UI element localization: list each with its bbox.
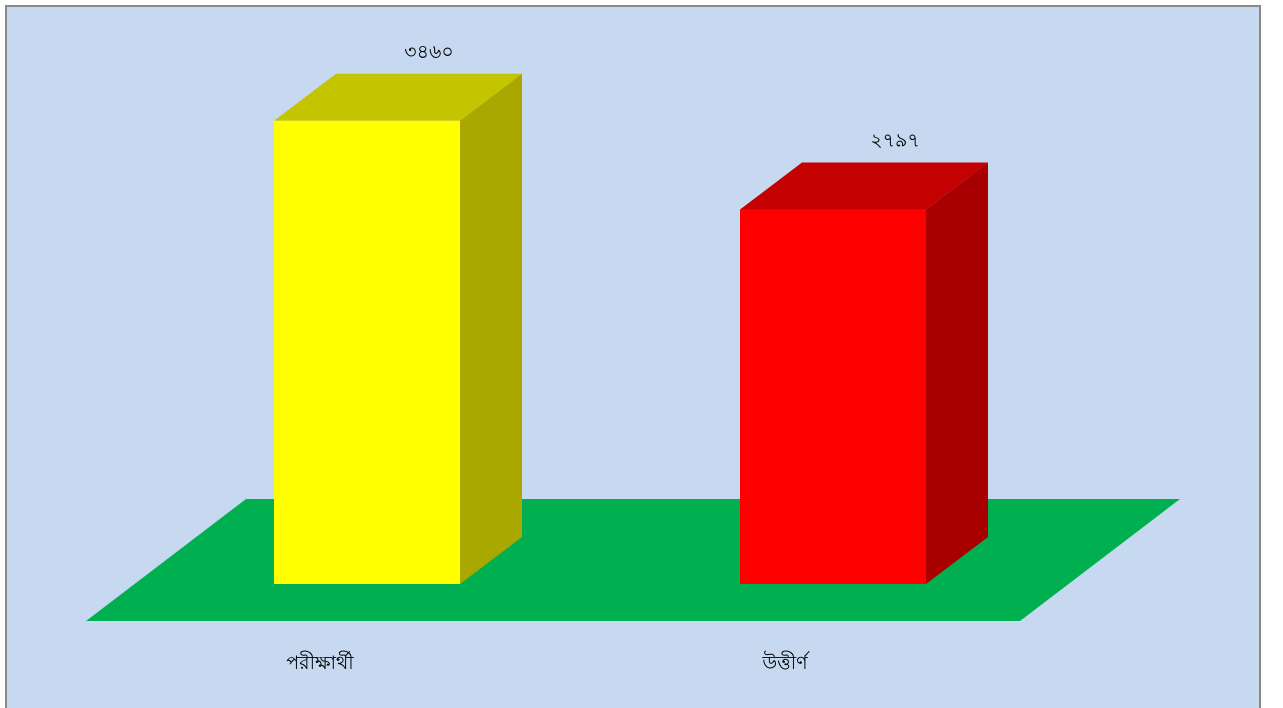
- value-label: ৩৪৬০: [404, 41, 453, 63]
- bar-front-face: [274, 120, 460, 585]
- chart-floor: [86, 499, 1180, 621]
- bars-group: [274, 73, 988, 585]
- category-label: পরীক্ষার্থী: [286, 651, 354, 674]
- labels-group: ৩৪৬০ পরীক্ষার্থী ২৭৯৭ উত্তীর্ণ: [286, 41, 919, 674]
- bar-side-face: [460, 73, 522, 585]
- bar-top-face: [274, 73, 522, 121]
- category-label: উত্তীর্ণ: [761, 651, 810, 674]
- value-label: ২৭৯৭: [870, 130, 919, 152]
- bar-1: [274, 73, 522, 585]
- bar-2: [740, 162, 988, 584]
- bar-front-face: [740, 209, 926, 584]
- bar-top-face: [740, 162, 988, 210]
- bar-side-face: [926, 162, 988, 584]
